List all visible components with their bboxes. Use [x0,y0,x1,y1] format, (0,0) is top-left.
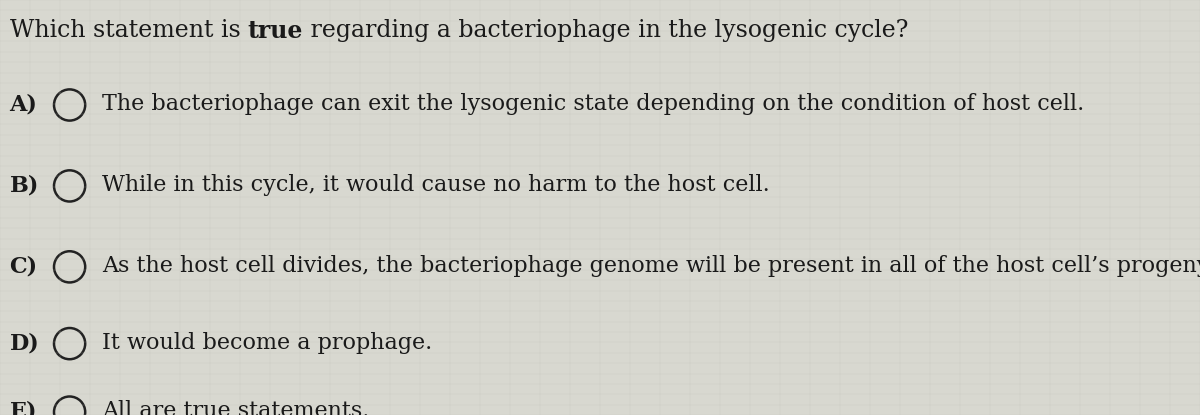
Text: C): C) [10,255,37,277]
Text: All are true statements.: All are true statements. [102,400,370,415]
Text: Which statement is: Which statement is [10,19,248,42]
Text: It would become a prophage.: It would become a prophage. [102,332,432,354]
Text: E): E) [10,400,37,415]
Text: While in this cycle, it would cause no harm to the host cell.: While in this cycle, it would cause no h… [102,174,769,196]
Text: regarding a bacteriophage in the lysogenic cycle?: regarding a bacteriophage in the lysogen… [304,19,908,42]
Text: The bacteriophage can exit the lysogenic state depending on the condition of hos: The bacteriophage can exit the lysogenic… [102,93,1085,115]
Text: As the host cell divides, the bacteriophage genome will be present in all of the: As the host cell divides, the bacterioph… [102,255,1200,277]
Text: true: true [248,19,304,43]
Text: A): A) [10,93,37,115]
Text: B): B) [10,174,38,196]
Text: D): D) [10,332,40,354]
